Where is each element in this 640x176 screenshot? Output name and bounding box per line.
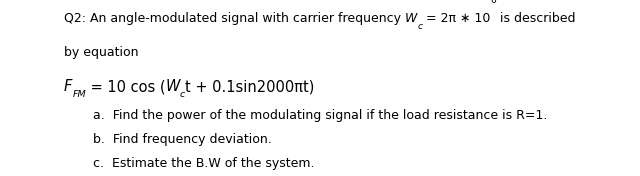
Text: FM: FM (72, 79, 86, 88)
Text: by equation: by equation (64, 46, 138, 59)
Text: c: c (417, 12, 422, 21)
Text: c: c (417, 22, 422, 31)
Text: b.  Find frequency deviation.: b. Find frequency deviation. (93, 133, 271, 146)
Text: Q2: An angle-modulated signal with carrier frequency: Q2: An angle-modulated signal with carri… (64, 12, 405, 25)
Text: W: W (166, 79, 180, 94)
Text: = 2π ∗ 10: = 2π ∗ 10 (422, 12, 491, 25)
Text: c: c (180, 79, 185, 88)
Text: FM: FM (72, 90, 86, 99)
Text: F: F (64, 79, 72, 94)
Text: c: c (180, 90, 185, 99)
Text: W: W (405, 12, 417, 25)
Text: = 10 cos (: = 10 cos ( (86, 79, 166, 94)
Text: a.  Find the power of the modulating signal if the load resistance is R=1.: a. Find the power of the modulating sign… (93, 109, 547, 122)
Text: t + 0.1sin2000πt): t + 0.1sin2000πt) (185, 79, 315, 94)
Text: 6: 6 (491, 0, 497, 5)
Text: c.  Estimate the B.W of the system.: c. Estimate the B.W of the system. (93, 157, 314, 170)
Text: is described: is described (497, 12, 576, 25)
Text: 6: 6 (491, 12, 497, 21)
